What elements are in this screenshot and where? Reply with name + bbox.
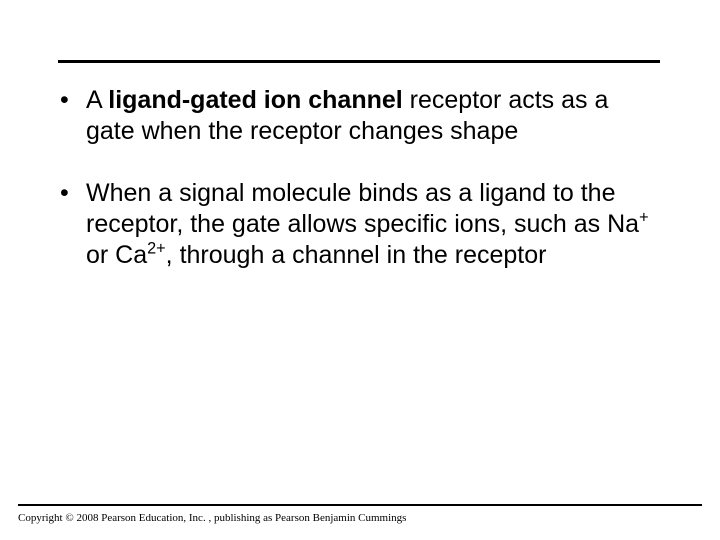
bottom-divider [18, 504, 702, 506]
bullet-text: When a signal molecule binds as a ligand… [86, 178, 660, 272]
slide: • A ligand-gated ion channel receptor ac… [0, 0, 720, 540]
top-divider [58, 60, 660, 63]
bullet-marker: • [58, 178, 86, 209]
slide-body: • A ligand-gated ion channel receptor ac… [58, 85, 660, 301]
bullet-item: • When a signal molecule binds as a liga… [58, 178, 660, 272]
bullet-marker: • [58, 85, 86, 116]
copyright-text: Copyright © 2008 Pearson Education, Inc.… [18, 512, 406, 524]
bullet-text: A ligand-gated ion channel receptor acts… [86, 85, 660, 148]
bullet-item: • A ligand-gated ion channel receptor ac… [58, 85, 660, 148]
